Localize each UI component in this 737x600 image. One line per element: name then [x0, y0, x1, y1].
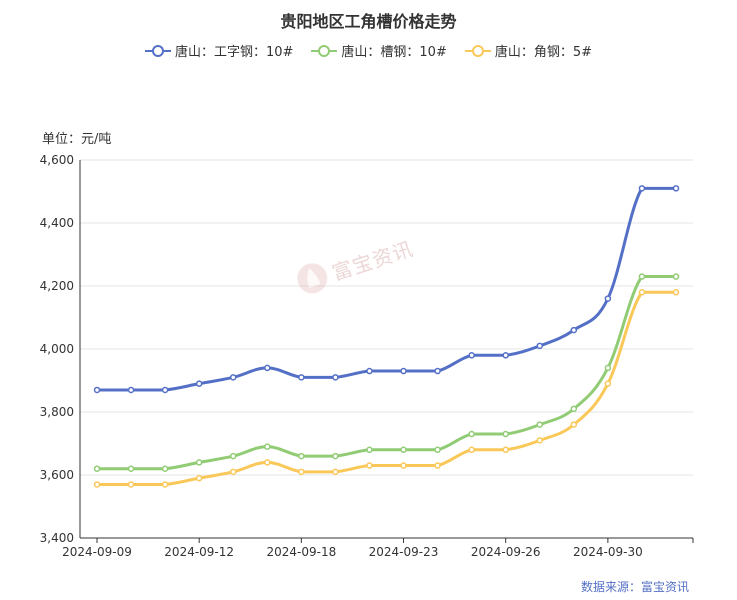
data-point	[161, 481, 169, 488]
y-tick-label: 4,400	[40, 216, 74, 230]
legend-label-gongzigang: 唐山：工字钢：10#	[174, 45, 294, 60]
data-point	[161, 465, 169, 472]
legend-label-caogang: 唐山：槽钢：10#	[341, 45, 447, 60]
data-point	[127, 465, 135, 472]
data-point	[638, 273, 646, 280]
data-point	[570, 326, 578, 334]
axis-layer: 3,400 3,600 3,800 4,000 4,200 4,400 4,600 2024-…	[40, 153, 694, 559]
data-point	[93, 465, 101, 472]
data-point	[298, 468, 305, 476]
data-point	[195, 459, 203, 466]
legend-marker-jiaogang	[464, 44, 491, 57]
data-point	[672, 273, 680, 280]
data-point	[161, 386, 169, 394]
data-point	[93, 386, 101, 394]
data-point	[434, 462, 441, 469]
data-point	[536, 421, 544, 428]
data-point	[502, 446, 509, 454]
x-tick-label: 2024-09-12	[164, 545, 234, 559]
legend: 唐山：工字钢：10# 唐山：槽钢：10# 唐山：角钢：5#	[0, 41, 737, 60]
y-tick-label: 4,200	[40, 279, 74, 293]
legend-marker-gongzigang	[144, 44, 171, 57]
x-tick-label: 2024-09-23	[369, 545, 439, 559]
data-point	[434, 446, 441, 454]
data-point	[638, 289, 646, 296]
data-point	[264, 459, 271, 466]
data-point	[366, 367, 373, 375]
y-tick-label: 4,000	[40, 342, 74, 356]
legend-label-jiaogang: 唐山：角钢：5#	[494, 45, 593, 60]
data-point	[400, 446, 407, 454]
data-point	[332, 468, 339, 476]
data-point	[366, 462, 373, 469]
legend-item-caogang[interactable]: 唐山：槽钢：10#	[311, 41, 447, 60]
x-tick-label: 2024-09-18	[266, 545, 336, 559]
data-point	[400, 462, 407, 469]
data-point	[502, 430, 509, 438]
data-point	[127, 386, 135, 394]
data-point	[93, 481, 101, 488]
data-point	[229, 374, 237, 381]
series-line-1	[95, 275, 678, 471]
data-point	[332, 452, 339, 460]
data-point	[536, 437, 544, 444]
data-point	[638, 185, 646, 192]
y-tick-label: 3,800	[40, 405, 74, 419]
data-point	[672, 289, 680, 296]
data-point	[468, 446, 475, 454]
data-point	[332, 374, 339, 381]
grid-layer	[80, 159, 693, 476]
x-tick-label: 2024-09-30	[573, 545, 643, 559]
chart-title: 贵阳地区工角槽价格走势	[280, 12, 457, 31]
data-source: 数据来源：富宝资讯	[580, 580, 689, 594]
data-point	[570, 421, 578, 428]
data-point	[195, 380, 203, 387]
data-point	[468, 430, 475, 438]
data-point	[229, 452, 237, 460]
watermark: 富宝资讯	[293, 230, 418, 299]
data-point	[264, 443, 271, 450]
data-point	[468, 352, 475, 359]
data-point	[672, 185, 680, 192]
y-tick-label: 4,600	[40, 153, 74, 167]
data-point	[264, 364, 271, 372]
x-tick-label: 2024-09-09	[62, 545, 132, 559]
legend-marker-caogang	[311, 44, 338, 57]
data-point	[536, 342, 544, 350]
watermark-logo-icon	[297, 263, 328, 294]
data-point	[434, 367, 441, 375]
data-point	[366, 446, 373, 454]
data-point	[229, 468, 237, 476]
data-point	[604, 380, 612, 387]
x-tick-label: 2024-09-26	[471, 545, 541, 559]
data-point	[127, 481, 135, 488]
y-axis-unit-label: 单位：元/吨	[42, 132, 112, 147]
data-point	[298, 374, 305, 381]
data-point	[604, 364, 612, 372]
y-tick-label: 3,600	[40, 468, 74, 482]
data-point	[195, 474, 203, 482]
data-point	[298, 452, 305, 460]
series-layer	[93, 185, 680, 488]
data-point	[502, 352, 509, 359]
data-point	[604, 295, 612, 302]
data-point	[400, 367, 407, 375]
legend-item-gongzigang[interactable]: 唐山：工字钢：10#	[144, 41, 294, 60]
series-line-0	[95, 186, 678, 392]
legend-item-jiaogang[interactable]: 唐山：角钢：5#	[464, 41, 593, 60]
data-point	[570, 405, 578, 413]
y-tick-label: 3,400	[40, 531, 74, 545]
